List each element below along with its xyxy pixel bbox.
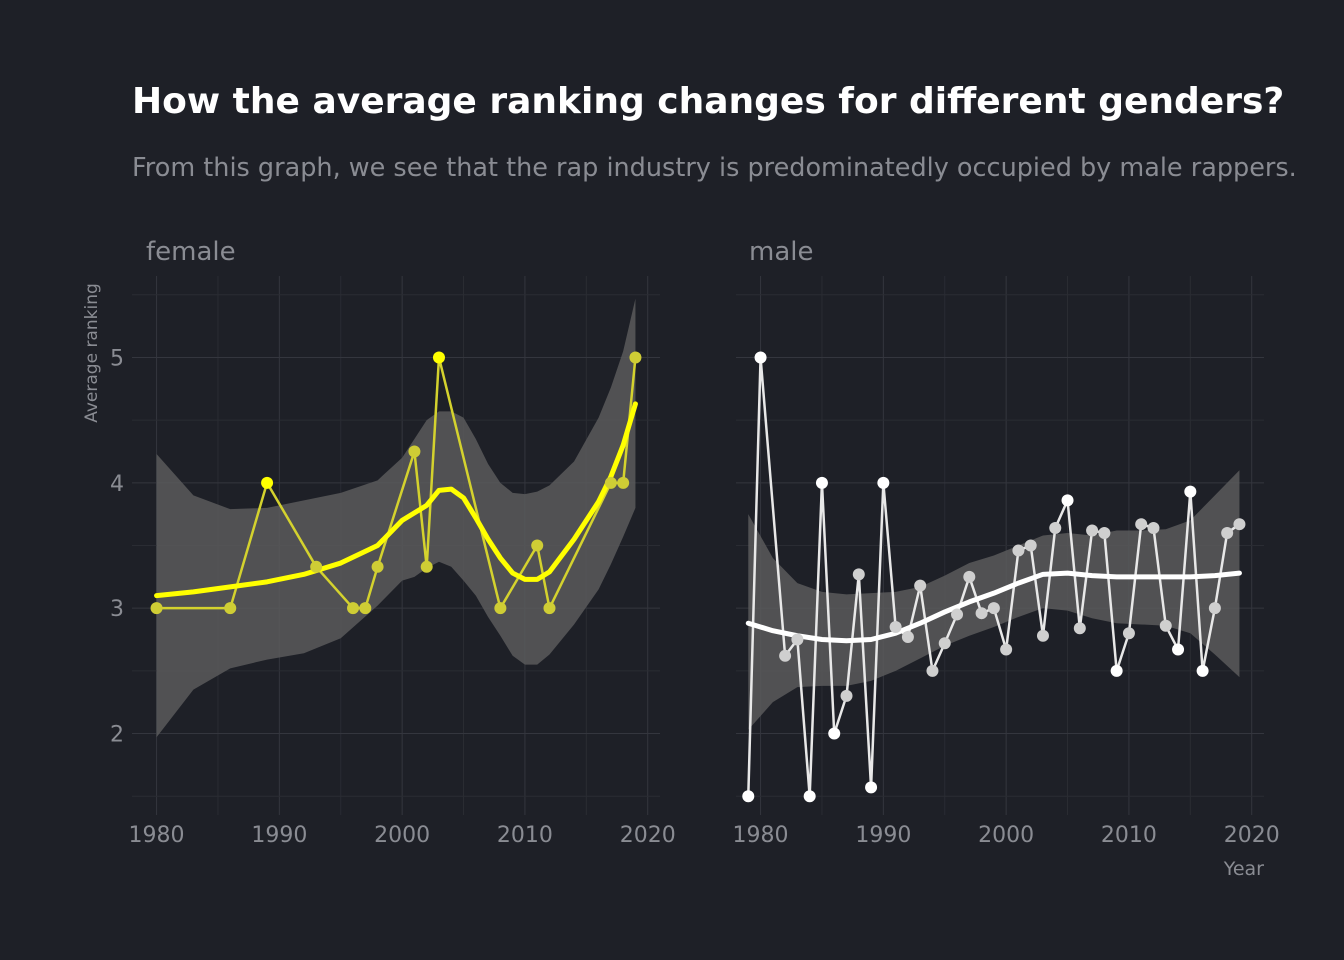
- x-tick-label: 2000: [978, 823, 1034, 848]
- data-point: [926, 664, 939, 677]
- data-point: [742, 790, 755, 803]
- data-point: [617, 476, 630, 489]
- data-point: [803, 790, 816, 803]
- data-point: [754, 351, 767, 364]
- x-tick-label: 1990: [251, 823, 307, 848]
- data-point: [1184, 485, 1197, 498]
- data-point: [828, 727, 841, 740]
- data-point: [938, 637, 951, 650]
- data-point: [604, 476, 617, 489]
- data-point: [1049, 521, 1062, 534]
- data-point: [1000, 643, 1013, 656]
- x-tick-label: 1990: [855, 823, 911, 848]
- data-point: [791, 633, 804, 646]
- confidence-band: [748, 470, 1240, 730]
- data-point: [901, 631, 914, 644]
- data-point: [420, 560, 433, 573]
- x-tick-label: 1980: [129, 823, 185, 848]
- data-point: [1159, 619, 1172, 632]
- data-point: [914, 579, 927, 592]
- data-point: [629, 351, 642, 364]
- data-point: [310, 560, 323, 573]
- data-point: [261, 476, 274, 489]
- data-point: [1012, 544, 1025, 557]
- trend-line: [154, 401, 638, 599]
- x-tick-label: 1980: [733, 823, 789, 848]
- data-point: [150, 602, 163, 615]
- trend-line: [745, 570, 1242, 644]
- x-tick-label: 2020: [620, 823, 676, 848]
- chart-subtitle: From this graph, we see that the rap ind…: [132, 153, 1297, 183]
- x-tick-label: 2020: [1224, 823, 1280, 848]
- data-point: [1196, 664, 1209, 677]
- data-point: [889, 620, 902, 633]
- data-point: [494, 602, 507, 615]
- data-point: [1061, 494, 1074, 507]
- facet-label: female: [146, 237, 236, 267]
- data-point: [1098, 526, 1111, 539]
- facet-label: male: [749, 237, 813, 267]
- data-point: [531, 539, 544, 552]
- data-point: [371, 560, 384, 573]
- chart-title: How the average ranking changes for diff…: [132, 81, 1284, 122]
- x-tick-label: 2010: [497, 823, 553, 848]
- data-point: [815, 476, 828, 489]
- data-point: [1086, 524, 1099, 537]
- data-point: [852, 568, 865, 581]
- data-point: [865, 781, 878, 794]
- facet-panels: female 1980 1990 2000 2010 2020 2 3 4 5 male 1980 19…: [110, 237, 1280, 848]
- data-point: [1233, 518, 1246, 531]
- data-point: [1036, 629, 1049, 642]
- data-point: [1208, 602, 1221, 615]
- data-point: [1122, 627, 1135, 640]
- y-tick-label: 4: [110, 472, 124, 497]
- data-point: [779, 649, 792, 662]
- facet-panel-female: female 1980 1990 2000 2010 2020 2 3 4 5: [110, 237, 676, 848]
- data-point: [840, 689, 853, 702]
- data-point: [408, 445, 421, 458]
- y-tick-label: 3: [110, 597, 124, 622]
- data-point: [951, 608, 964, 621]
- x-axis-label: Year: [1223, 858, 1264, 880]
- data-point: [224, 602, 237, 615]
- data-point: [432, 351, 445, 364]
- data-point: [975, 607, 988, 620]
- data-point: [1172, 643, 1185, 656]
- y-tick-label: 5: [110, 346, 124, 371]
- data-point: [1073, 622, 1086, 635]
- data-point: [1147, 521, 1160, 534]
- data-point: [1024, 539, 1037, 552]
- x-tick-label: 2000: [374, 823, 430, 848]
- y-tick-label: 2: [110, 723, 124, 748]
- data-point: [543, 602, 556, 615]
- facet-panel-male: male 1980 1990 2000 2010 2020: [733, 237, 1280, 848]
- y-axis-label: Average ranking: [82, 283, 102, 423]
- data-point: [987, 602, 1000, 615]
- data-point: [1110, 664, 1123, 677]
- data-point: [963, 570, 976, 583]
- data-point: [1135, 518, 1148, 531]
- x-tick-label: 2010: [1101, 823, 1157, 848]
- confidence-band: [156, 298, 636, 738]
- data-point: [877, 476, 890, 489]
- data-point: [359, 602, 372, 615]
- data-point: [347, 602, 360, 615]
- data-point: [1221, 526, 1234, 539]
